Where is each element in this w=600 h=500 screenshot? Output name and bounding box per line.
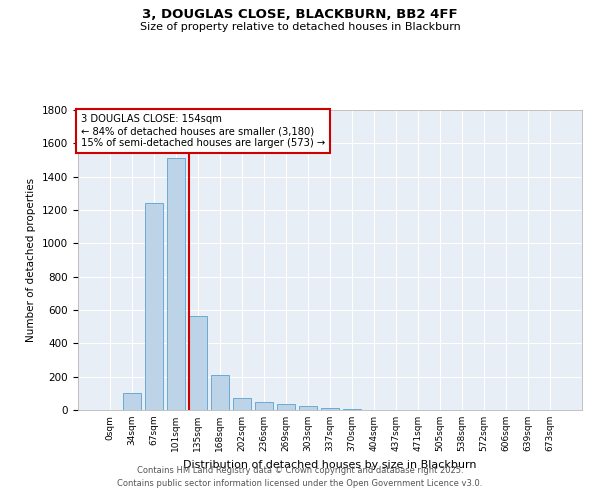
Bar [145, 204, 163, 410]
Bar [299, 406, 317, 410]
Bar [123, 394, 140, 410]
Bar [167, 158, 185, 410]
Text: 3 DOUGLAS CLOSE: 154sqm
← 84% of detached houses are smaller (3,180)
15% of semi: 3 DOUGLAS CLOSE: 154sqm ← 84% of detache… [80, 114, 325, 148]
Bar [343, 409, 361, 410]
Text: Size of property relative to detached houses in Blackburn: Size of property relative to detached ho… [140, 22, 460, 32]
Bar [189, 316, 206, 410]
Bar [211, 375, 229, 410]
Text: Contains HM Land Registry data © Crown copyright and database right 2025.
Contai: Contains HM Land Registry data © Crown c… [118, 466, 482, 487]
X-axis label: Distribution of detached houses by size in Blackburn: Distribution of detached houses by size … [183, 460, 477, 469]
Bar [233, 398, 251, 410]
Bar [277, 404, 295, 410]
Text: 3, DOUGLAS CLOSE, BLACKBURN, BB2 4FF: 3, DOUGLAS CLOSE, BLACKBURN, BB2 4FF [142, 8, 458, 20]
Bar [255, 402, 273, 410]
Bar [321, 408, 339, 410]
Y-axis label: Number of detached properties: Number of detached properties [26, 178, 37, 342]
